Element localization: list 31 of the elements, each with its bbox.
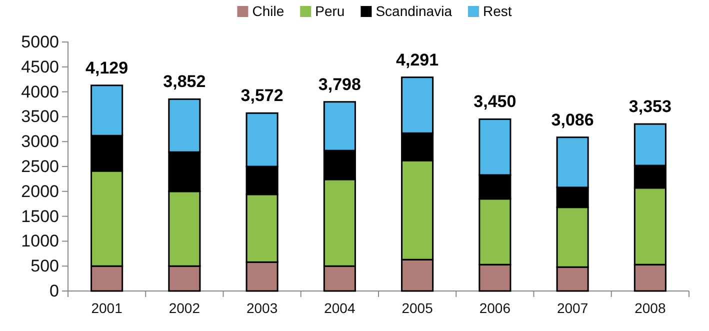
x-tick-label: 2006 <box>479 300 511 316</box>
total-label: 3,798 <box>318 74 361 94</box>
y-tick-label: 3500 <box>21 107 59 126</box>
y-tick-label: 2000 <box>21 182 59 201</box>
legend-label: Rest <box>482 3 512 19</box>
x-tick-label: 2001 <box>91 300 123 316</box>
y-tick-label: 1500 <box>21 206 59 226</box>
total-label: 4,129 <box>86 58 128 78</box>
x-tick-label: 2002 <box>168 300 200 316</box>
total-label: 3,450 <box>474 92 516 112</box>
legend-label: Scandinavia <box>376 3 452 19</box>
x-tick-label: 2004 <box>324 300 356 316</box>
y-tick-label: 5000 <box>21 32 59 52</box>
y-tick-label: 1000 <box>21 232 59 251</box>
total-label: 3,572 <box>240 86 284 106</box>
x-tick-label: 2008 <box>634 300 666 316</box>
y-tick-label: 3000 <box>21 132 59 152</box>
legend-label: Peru <box>315 3 345 19</box>
legend-label: Chile <box>252 3 284 19</box>
x-tick-label: 2007 <box>556 300 588 316</box>
total-label: 4,291 <box>396 50 439 70</box>
x-tick-label: 2003 <box>246 300 278 316</box>
y-tick-label: 2500 <box>21 156 59 176</box>
y-tick-label: 4500 <box>21 57 59 76</box>
y-tick-label: 0 <box>50 281 59 300</box>
y-tick-label: 4000 <box>21 82 59 102</box>
total-label: 3,086 <box>551 110 594 130</box>
x-tick-label: 2005 <box>402 300 434 316</box>
total-label: 3,852 <box>163 72 206 92</box>
total-label: 3,353 <box>628 97 672 116</box>
y-tick-label: 500 <box>30 256 59 276</box>
